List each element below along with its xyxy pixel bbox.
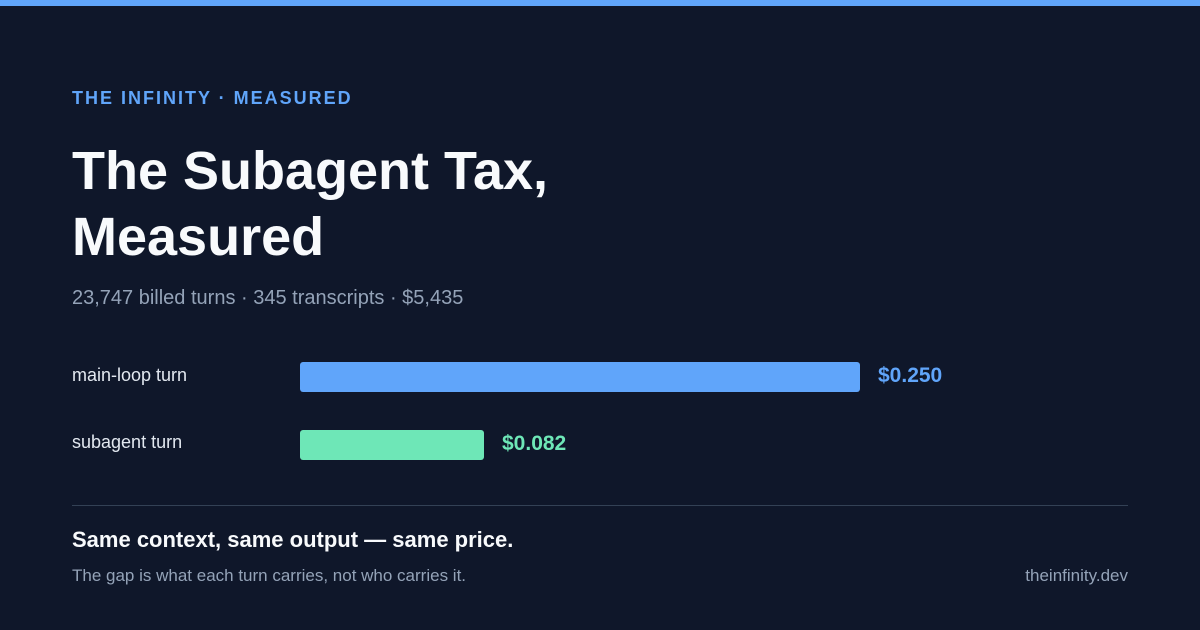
title-line-2: Measured <box>72 207 325 267</box>
divider <box>72 505 1128 506</box>
tagline-subtext: The gap is what each turn carries, not w… <box>72 566 467 585</box>
tagline: Same context, same output — same price. <box>72 527 514 552</box>
bar-label-subagent: subagent turn <box>72 432 183 452</box>
bar-track-subagent: $0.082 <box>300 430 1000 460</box>
bar-main-loop <box>300 362 860 392</box>
subtitle: 23,747 billed turns · 345 transcripts · … <box>72 287 464 309</box>
eyebrow: THE INFINITY · MEASURED <box>72 88 353 108</box>
bar-subagent <box>300 430 484 460</box>
page-title: The Subagent Tax, Measured <box>72 138 872 270</box>
bar-track-main-loop: $0.250 <box>300 362 1000 392</box>
bar-label-main-loop: main-loop turn <box>72 365 188 385</box>
top-accent-bar <box>0 0 1200 6</box>
bar-value-subagent: $0.082 <box>502 432 567 455</box>
title-line-1: The Subagent Tax, <box>72 141 549 201</box>
site-link[interactable]: theinfinity.dev <box>1025 566 1128 585</box>
bar-value-main-loop: $0.250 <box>878 364 943 387</box>
